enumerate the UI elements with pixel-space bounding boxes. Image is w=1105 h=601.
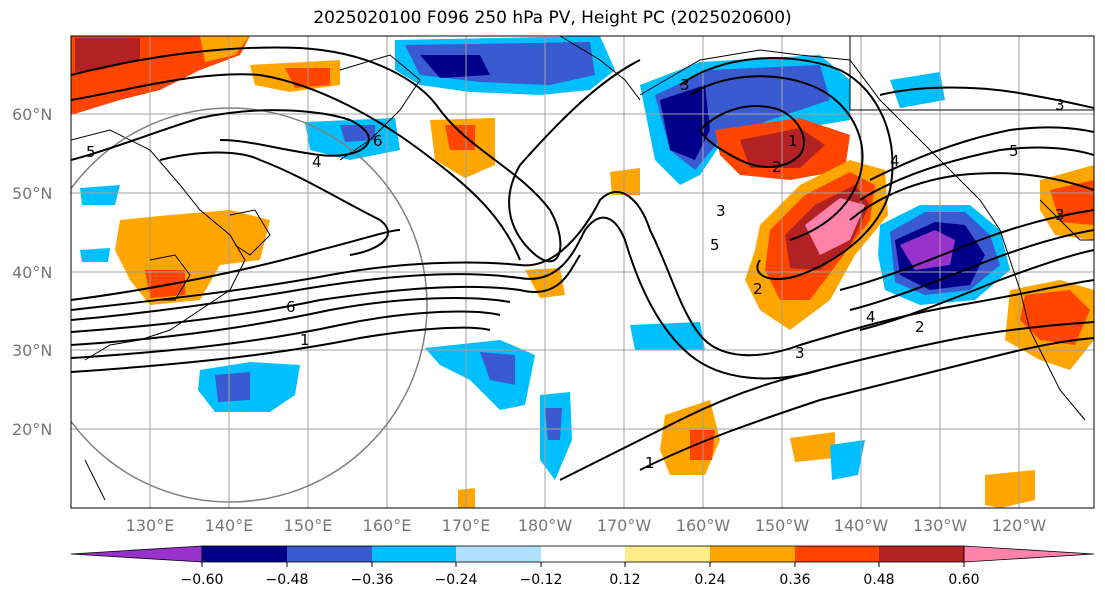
lon-tick-label: 140°E [205,516,254,535]
contour-label: 3 [680,76,690,94]
colorbar-label: 0.36 [779,572,810,588]
contour-label: 2 [915,318,925,336]
lon-tick-label: 130°W [913,516,968,535]
map-title: 2025020100 F096 250 hPa PV, Height PC (2… [313,8,792,28]
contour-label: 4 [312,153,322,171]
colorbar-segment [202,546,287,562]
lon-tick-label: 150°W [755,516,810,535]
lon-tick-label: 180°W [518,516,573,535]
contour-label: 1 [300,331,310,349]
lon-tick-label: 150°E [284,516,333,535]
lon-tick-label: 170°E [442,516,491,535]
lat-tick-label: 60°N [12,105,52,124]
contour-label: 2 [772,158,782,176]
range-circle [71,107,428,503]
colorbar-label: −0.12 [520,572,563,588]
colorbar-segment [795,546,879,562]
lat-axis: 60°N 50°N 40°N 30°N 20°N [12,105,52,439]
contour-label: 3 [1055,96,1065,114]
colorbar-label: 0.12 [609,572,640,588]
colorbar-segment [541,546,625,562]
contour-label: 4 [866,308,876,326]
contour-label: 6 [373,132,383,150]
lat-tick-label: 20°N [12,420,52,439]
colorbar-extend-high [963,545,1095,563]
lon-tick-label: 120°W [992,516,1047,535]
lon-tick-label: 160°W [676,516,731,535]
colorbar-label: 0.48 [863,572,894,588]
contour-label: 5 [86,143,96,161]
contour-label: 3 [716,202,726,220]
contour-label: 5 [710,236,720,254]
contour-label: 3 [1055,206,1065,224]
pv-anomaly-shading [71,36,1094,508]
colorbar-segment [879,546,964,562]
lat-tick-label: 30°N [12,341,52,360]
colorbar-segment [456,546,541,562]
lon-tick-label: 160°E [363,516,412,535]
lon-tick-label: 170°W [597,516,652,535]
contour-label: 3 [795,344,805,362]
coastlines [71,36,1094,501]
lat-tick-label: 40°N [12,263,52,282]
colorbar-segment [625,546,710,562]
colorbar-segment [372,546,456,562]
map-frame [70,35,1095,509]
colorbar-label: −0.48 [266,572,309,588]
colorbar-segment [287,546,372,562]
colorbar-label: −0.60 [181,572,224,588]
colorbar: −0.60 −0.48 −0.36 −0.24 −0.12 0.12 0.24 … [70,545,1095,588]
contour-label: 2 [753,280,763,298]
map-panel: 5 4 6 6 1 3 1 2 3 5 2 4 4 2 3 5 3 3 1 [70,35,1095,509]
lon-tick-label: 130°E [126,516,175,535]
colorbar-extend-low [70,545,203,563]
contour-label: 1 [788,132,798,150]
lat-tick-label: 50°N [12,184,52,203]
lon-axis: 130°E 140°E 150°E 160°E 170°E 180°W 170°… [126,516,1047,535]
colorbar-segment [710,546,795,562]
height-contours [71,46,1094,481]
contour-label: 4 [890,152,900,170]
contour-label: 5 [1009,142,1019,160]
contour-label: 1 [645,454,655,472]
colorbar-label: 0.24 [694,572,725,588]
contour-label: 6 [286,298,296,316]
colorbar-label: −0.24 [435,572,478,588]
colorbar-label: 0.60 [948,572,979,588]
lon-tick-label: 140°W [834,516,889,535]
colorbar-label: −0.36 [351,572,394,588]
contour-labels: 5 4 6 6 1 3 1 2 3 5 2 4 4 2 3 5 3 3 1 [86,76,1065,472]
